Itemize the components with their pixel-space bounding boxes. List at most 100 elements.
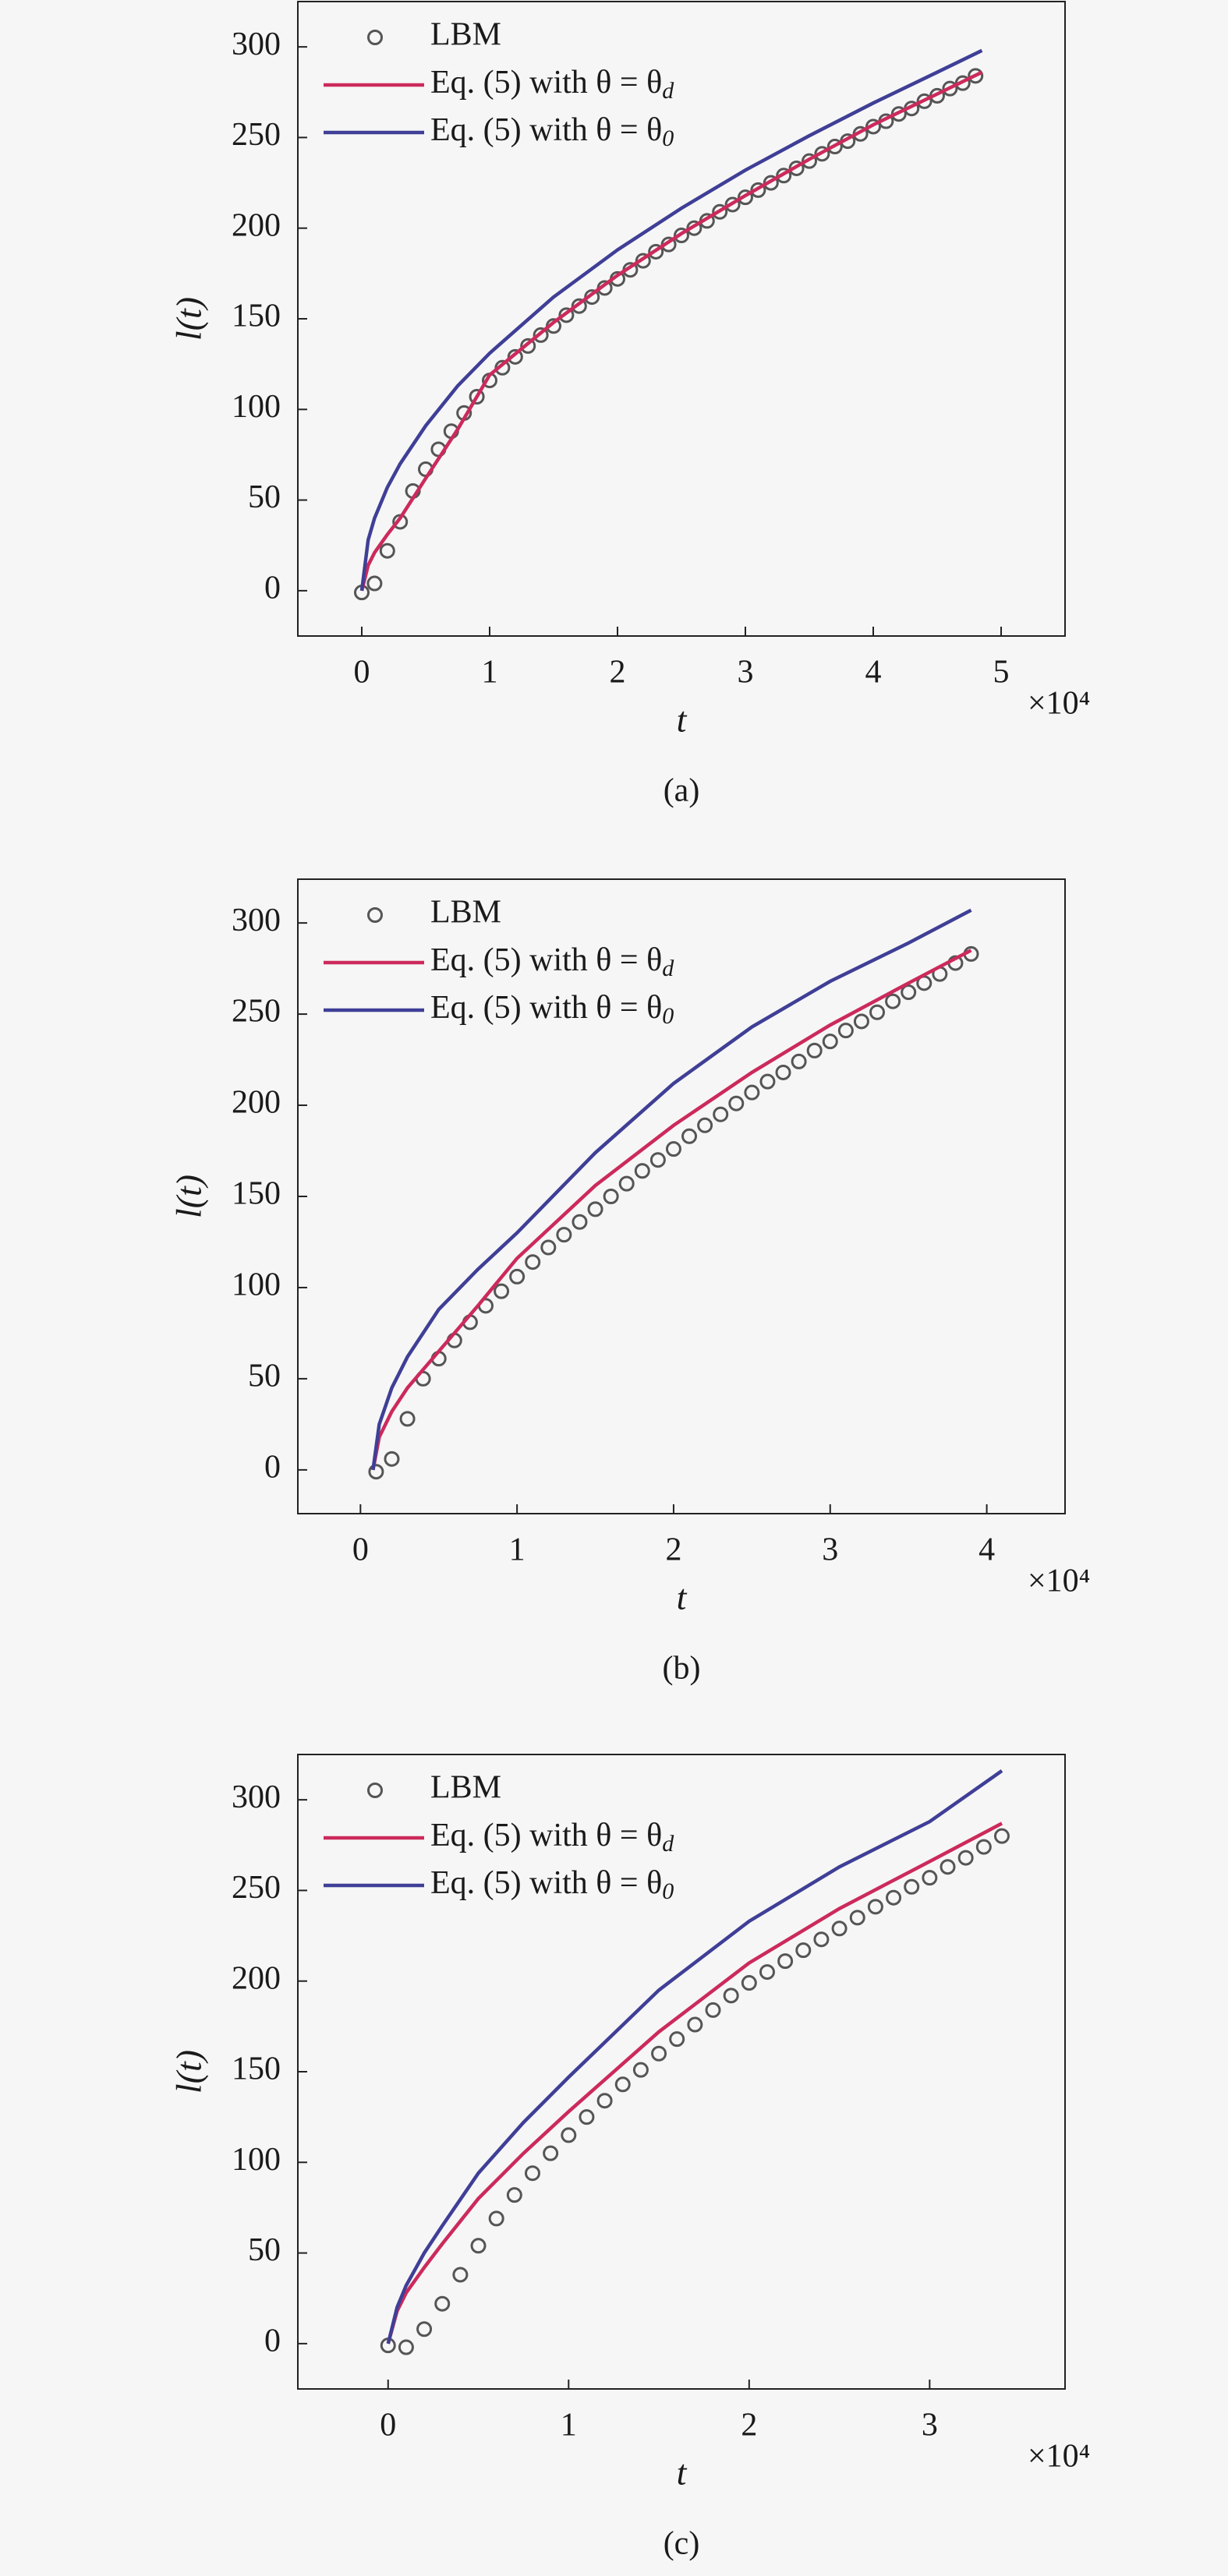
legend-label: LBM: [430, 895, 501, 931]
x-tick-label: 4: [979, 1532, 995, 1568]
y-tick-label: 0: [264, 2323, 281, 2359]
data-point: [822, 1034, 838, 1050]
data-point: [669, 2031, 685, 2048]
x-tick-label: 0: [354, 655, 370, 691]
data-point: [705, 2002, 721, 2018]
series-line: [371, 949, 972, 1471]
data-point: [603, 1189, 619, 1204]
data-point: [712, 203, 728, 220]
data-point: [837, 1023, 854, 1039]
data-point: [507, 348, 523, 365]
y-tick-label: 150: [232, 1176, 281, 1212]
data-point: [744, 1084, 760, 1101]
series-line: [359, 48, 983, 592]
data-point: [885, 993, 901, 1009]
data-point: [571, 298, 587, 314]
y-tick-label: 150: [232, 2051, 281, 2087]
y-tick-label: 300: [232, 903, 281, 938]
data-point: [587, 1201, 603, 1217]
data-point: [687, 2016, 703, 2033]
y-tick-label: 100: [232, 1267, 281, 1303]
data-point: [533, 327, 549, 343]
x-tick-label: 3: [822, 1532, 838, 1568]
y-tick-label: 100: [232, 389, 281, 425]
x-tick-label: 1: [509, 1532, 526, 1568]
data-point: [509, 1268, 526, 1284]
data-point: [524, 2165, 540, 2182]
data-point: [618, 1175, 635, 1192]
data-point: [849, 1910, 865, 1926]
x-tick-label: 0: [380, 2408, 396, 2443]
data-point: [826, 139, 843, 155]
y-tick-label: 200: [232, 1960, 281, 1996]
data-point: [916, 93, 933, 109]
data-point: [968, 68, 984, 84]
data-point: [795, 1942, 812, 1959]
legend-label: Eq. (5) with θ = θ0: [430, 990, 674, 1029]
data-point: [543, 2145, 559, 2161]
data-point: [558, 307, 575, 323]
data-point: [488, 2210, 504, 2227]
y-axis-label: l(t): [169, 297, 209, 341]
data-point: [596, 2093, 613, 2109]
y-tick-label: 300: [232, 27, 281, 62]
y-tick-label: 50: [248, 1359, 281, 1394]
data-point: [806, 1042, 823, 1058]
y-tick-label: 250: [232, 1870, 281, 1906]
y-tick-label: 250: [232, 117, 281, 153]
data-point: [379, 542, 395, 559]
y-tick-label: 100: [232, 2142, 281, 2178]
data-point: [634, 1163, 650, 1179]
x-tick-label: 3: [922, 2408, 938, 2443]
data-point: [713, 1106, 729, 1122]
plot-frame: [297, 1, 1066, 637]
data-point: [775, 1064, 791, 1080]
y-axis-label: l(t): [169, 2050, 209, 2094]
data-point: [777, 1953, 794, 1970]
legend-swatch: [367, 1783, 383, 1798]
x-axis-label: t: [677, 700, 688, 740]
y-tick-label: 300: [232, 1779, 281, 1815]
x-axis-label: t: [677, 1578, 688, 1617]
x-tick-label: 4: [865, 655, 882, 691]
legend-label: Eq. (5) with θ = θd: [430, 1818, 674, 1857]
caption: (c): [664, 2526, 700, 2562]
data-point: [674, 228, 689, 244]
data-point: [741, 1975, 757, 1991]
x-tick-label: 1: [561, 2408, 577, 2443]
x-tick-label: 1: [482, 655, 498, 691]
panel: 0 1 2 3 0 50 100 150 200 250 300 t ×10⁴ l(t) (c) LBM Eq.…: [169, 1754, 1090, 2562]
data-point: [506, 2187, 522, 2203]
y-tick-label: 0: [264, 570, 281, 606]
data-point: [738, 189, 753, 206]
data-point: [525, 1254, 541, 1270]
legend-label: Eq. (5) with θ = θ0: [430, 1865, 674, 1904]
data-point: [831, 1921, 848, 1937]
series-line: [386, 1822, 1003, 2345]
x-tick-label: 3: [738, 655, 754, 691]
data-point: [904, 1878, 920, 1895]
y-tick-label: 150: [232, 299, 281, 334]
data-point: [886, 1889, 902, 1906]
data-point: [665, 1141, 681, 1157]
y-axis-label: l(t): [169, 1175, 209, 1218]
panel: 0 1 2 3 4 0 50 100 150 200 250 300 t ×10⁴ l(t) (b) LBM Eq…: [169, 878, 1090, 1687]
series-line: [359, 70, 983, 592]
legend-label: Eq. (5) with θ = θd: [430, 942, 674, 981]
data-point: [681, 1128, 698, 1144]
data-point: [649, 1152, 666, 1168]
legend-swatch: [367, 30, 383, 45]
legend-label: LBM: [430, 17, 501, 53]
data-point: [398, 2339, 414, 2355]
data-point: [957, 1850, 974, 1866]
caption: (a): [664, 773, 700, 809]
series-line: [386, 1769, 1003, 2345]
x-tick-label: 2: [741, 2408, 757, 2443]
x-axis-label: t: [677, 2453, 688, 2493]
y-tick-label: 0: [264, 1450, 281, 1486]
data-point: [697, 1117, 713, 1133]
data-point: [791, 1053, 807, 1069]
data-point: [901, 984, 917, 1001]
data-point: [813, 1931, 830, 1948]
